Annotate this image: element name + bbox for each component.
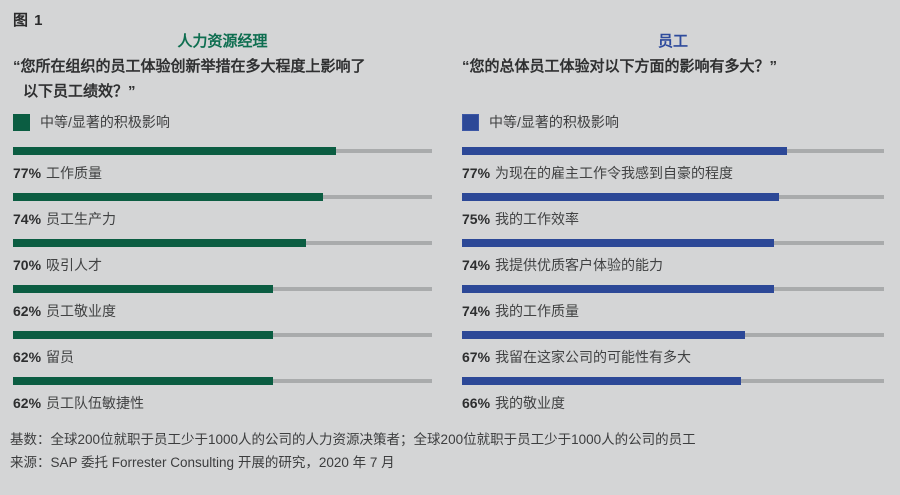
bar-percent: 62% [13, 349, 42, 365]
bar-category: 吸引人才 [46, 257, 103, 273]
employees-question-line1: “您的总体员工体验对以下方面的影响有多大？” [462, 58, 778, 75]
bar-track [462, 285, 884, 293]
bar-label: 62% 员工敬业度 [13, 302, 432, 320]
footnote: 基数：全球200位就职于员工少于1000人的公司的人力资源决策者；全球200位就… [10, 429, 696, 474]
bar-label: 74% 员工生产力 [13, 210, 432, 228]
bar-row: 75% 我的工作效率 [462, 193, 884, 239]
footnote-source: 来源：SAP 委托 Forrester Consulting 开展的研究，202… [10, 454, 395, 470]
bar-percent: 75% [462, 211, 491, 227]
bar-fill [13, 193, 324, 201]
bar-category: 工作质量 [46, 165, 103, 181]
bar-percent: 70% [13, 257, 42, 273]
bar-track [462, 193, 884, 201]
bar-row: 77% 为现在的雇主工作令我感到自豪的程度 [462, 147, 884, 193]
hr-legend-label: 中等/显著的积极影响 [40, 114, 170, 130]
bar-fill [13, 239, 307, 247]
bar-track [13, 285, 432, 293]
bar-row: 66% 我的敬业度 [462, 377, 884, 423]
bar-fill [462, 193, 779, 201]
bar-percent: 74% [462, 257, 491, 273]
bar-label: 77% 为现在的雇主工作令我感到自豪的程度 [462, 164, 884, 182]
bar-category: 留员 [46, 349, 75, 365]
bar-category: 我提供优质客户体验的能力 [495, 257, 664, 273]
bar-label: 74% 我提供优质客户体验的能力 [462, 256, 884, 274]
bar-fill [462, 285, 775, 293]
hr-managers-panel: 人力资源经理 “您所在组织的员工体验创新举措在多大程度上影响了 以下员工绩效？”… [13, 30, 432, 423]
bar-track [462, 147, 884, 155]
bar-category: 我的敬业度 [495, 395, 566, 411]
bar-track [13, 147, 432, 155]
bar-fill [13, 147, 336, 155]
bar-percent: 77% [13, 165, 42, 181]
employees-legend-label: 中等/显著的积极影响 [489, 114, 619, 130]
footnote-base: 基数：全球200位就职于员工少于1000人的公司的人力资源决策者；全球200位就… [10, 432, 696, 447]
hr-panel-question: “您所在组织的员工体验创新举措在多大程度上影响了 以下员工绩效？” [13, 54, 432, 106]
green-legend-swatch [13, 113, 30, 131]
hr-question-line2: 以下员工绩效？” [23, 83, 136, 100]
bar-percent: 66% [462, 395, 491, 411]
employees-panel: 员工 “您的总体员工体验对以下方面的影响有多大？” 中等/显著的积极影响 77%… [462, 30, 884, 423]
bar-track [13, 331, 432, 339]
bar-label: 67% 我留在这家公司的可能性有多大 [462, 348, 884, 366]
bar-label: 70% 吸引人才 [13, 256, 432, 274]
bar-percent: 67% [462, 349, 491, 365]
bar-fill [13, 331, 273, 339]
bar-track [462, 239, 884, 247]
bar-track [462, 377, 884, 385]
bar-fill [13, 285, 273, 293]
bar-track [13, 239, 432, 247]
employees-panel-question: “您的总体员工体验对以下方面的影响有多大？” [462, 54, 884, 106]
employees-panel-title: 员工 [657, 33, 688, 50]
bar-row: 70% 吸引人才 [13, 239, 432, 285]
bar-row: 62% 员工敬业度 [13, 285, 432, 331]
bar-label: 74% 我的工作质量 [462, 302, 884, 320]
blue-legend-swatch [462, 113, 479, 131]
bar-track [462, 331, 884, 339]
bar-label: 75% 我的工作效率 [462, 210, 884, 228]
bar-row: 62% 留员 [13, 331, 432, 377]
bar-category: 我的工作效率 [495, 211, 580, 227]
bar-percent: 62% [13, 395, 42, 411]
bar-category: 员工生产力 [46, 211, 117, 227]
bar-label: 77% 工作质量 [13, 164, 432, 182]
bar-row: 74% 我的工作质量 [462, 285, 884, 331]
bar-fill [462, 331, 745, 339]
employees-legend: 中等/显著的积极影响 [462, 113, 884, 131]
bar-row: 67% 我留在这家公司的可能性有多大 [462, 331, 884, 377]
bar-category: 我留在这家公司的可能性有多大 [495, 349, 692, 365]
bar-category: 为现在的雇主工作令我感到自豪的程度 [495, 165, 734, 181]
bar-row: 77% 工作质量 [13, 147, 432, 193]
bar-percent: 74% [13, 211, 42, 227]
employees-bars: 77% 为现在的雇主工作令我感到自豪的程度 75% 我的工作效率 74% 我提供优质客… [462, 147, 884, 423]
hr-question-line1: “您所在组织的员工体验创新举措在多大程度上影响了 [13, 58, 366, 75]
bar-fill [462, 377, 741, 385]
bar-row: 62% 员工队伍敏捷性 [13, 377, 432, 423]
bar-fill [13, 377, 273, 385]
hr-panel-title: 人力资源经理 [177, 33, 268, 50]
hr-bars: 77% 工作质量 74% 员工生产力 70% 吸引人才 62% 员工敬业度 [13, 147, 432, 423]
bar-track [13, 193, 432, 201]
bar-percent: 74% [462, 303, 491, 319]
bar-category: 员工队伍敏捷性 [46, 395, 145, 411]
bar-label: 62% 留员 [13, 348, 432, 366]
bar-percent: 77% [462, 165, 491, 181]
bar-track [13, 377, 432, 385]
bar-row: 74% 我提供优质客户体验的能力 [462, 239, 884, 285]
bar-fill [462, 239, 775, 247]
bar-label: 62% 员工队伍敏捷性 [13, 394, 432, 412]
bar-category: 员工敬业度 [46, 303, 117, 319]
bar-label: 66% 我的敬业度 [462, 394, 884, 412]
bar-percent: 62% [13, 303, 42, 319]
bar-category: 我的工作质量 [495, 303, 580, 319]
hr-legend: 中等/显著的积极影响 [13, 113, 432, 131]
bar-row: 74% 员工生产力 [13, 193, 432, 239]
bar-fill [462, 147, 787, 155]
figure-label: 图 1 [13, 12, 44, 29]
